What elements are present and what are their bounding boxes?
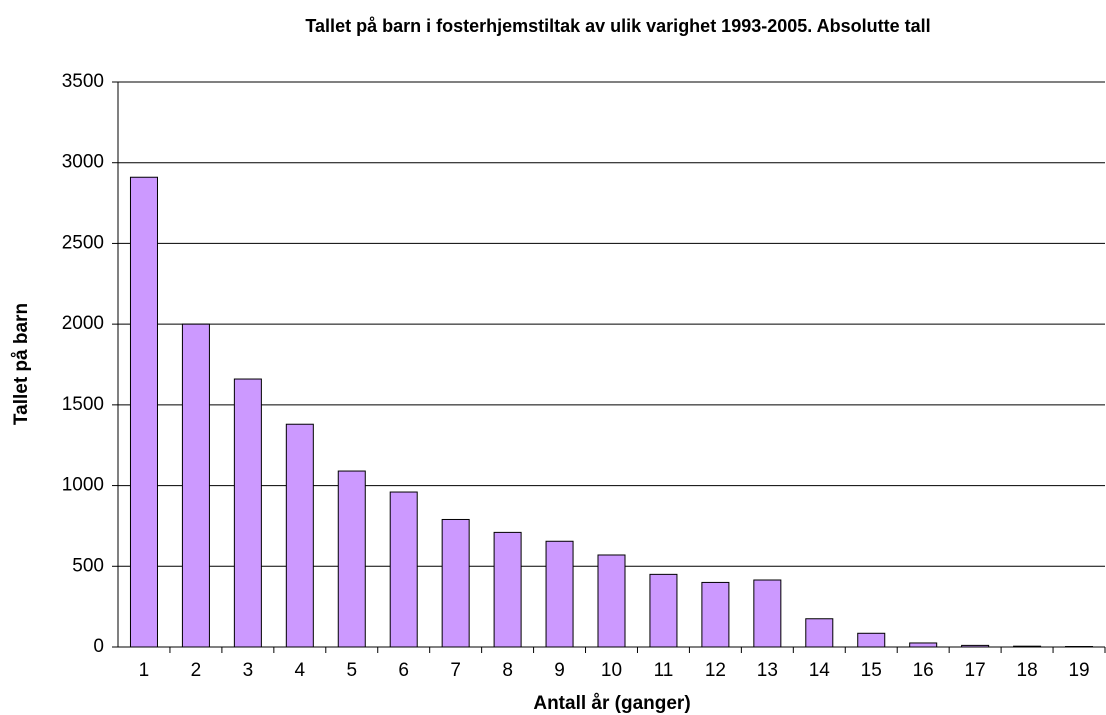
x-tick-label: 13: [757, 660, 778, 681]
bar: [649, 573, 678, 648]
x-tick-label: 5: [346, 660, 357, 681]
x-tick-label: 17: [965, 660, 986, 681]
x-tick-label: 10: [601, 660, 622, 681]
x-axis-title: Antall år (ganger): [533, 693, 690, 714]
bar: [805, 618, 834, 648]
x-tick-label: 8: [502, 660, 513, 681]
x-tick-label: 15: [861, 660, 882, 681]
x-tick-label: 11: [654, 660, 674, 681]
bar: [753, 579, 782, 648]
y-tick-label: 500: [72, 555, 104, 576]
x-tick-label: 2: [191, 660, 202, 681]
bar: [181, 323, 210, 648]
y-tick-label: 3000: [62, 152, 104, 173]
x-tick-label: 1: [139, 660, 150, 681]
bar: [545, 540, 574, 648]
x-tick-label: 3: [243, 660, 254, 681]
bar: [285, 423, 314, 648]
x-tick-label: 7: [450, 660, 461, 681]
bar: [857, 632, 886, 648]
bar: [129, 176, 158, 648]
bar: [493, 531, 522, 648]
bar: [701, 581, 730, 648]
y-axis-title: Tallet på barn: [11, 303, 32, 425]
x-tick-label: 12: [705, 660, 726, 681]
bar: [597, 554, 626, 648]
bar: [909, 642, 938, 648]
x-tick-label: 6: [398, 660, 409, 681]
y-tick-label: 1500: [62, 394, 104, 415]
x-tick-label: 9: [554, 660, 565, 681]
x-tick-label: 19: [1068, 660, 1089, 681]
bar: [337, 470, 366, 648]
y-tick-label: 0: [93, 636, 104, 657]
y-tick-label: 2000: [62, 313, 104, 334]
x-tick-label: 18: [1017, 660, 1038, 681]
bar: [441, 518, 470, 648]
y-tick-label: 1000: [62, 475, 104, 496]
x-tick-label: 14: [809, 660, 831, 681]
chart-title: Tallet på barn i fosterhjemstiltak av ul…: [305, 16, 930, 36]
x-tick-label: 4: [295, 660, 306, 681]
y-tick-label: 3500: [62, 71, 104, 92]
bar: [233, 378, 262, 648]
bar: [389, 491, 418, 648]
y-tick-label: 2500: [62, 232, 104, 253]
x-tick-label: 16: [913, 660, 934, 681]
